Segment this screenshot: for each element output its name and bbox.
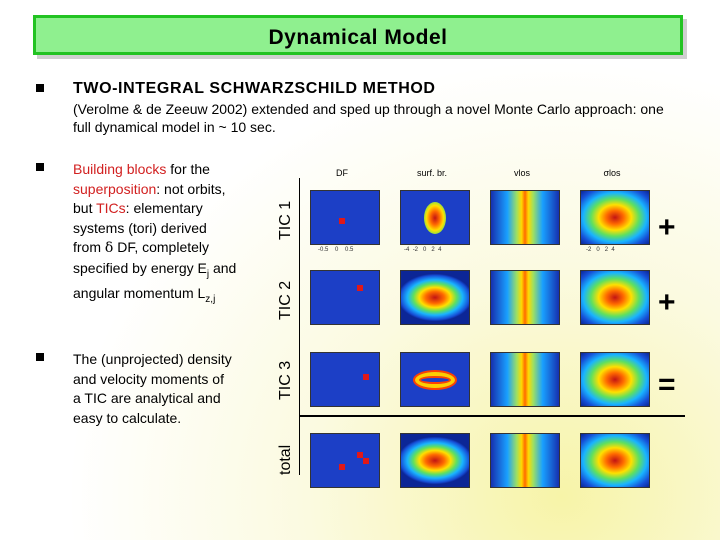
bullet-1 (36, 84, 44, 92)
panel-tic2-sigma (580, 270, 650, 325)
column-head-surface-brightness: surf. br. (416, 168, 447, 178)
tick-label: -2 (586, 247, 592, 253)
panel-total-vlos (490, 433, 560, 488)
df-point (363, 458, 369, 464)
subscript-j: j (206, 268, 210, 280)
panel-tic1-df (310, 190, 380, 245)
tick-label: 2 (604, 247, 609, 253)
df-point (357, 285, 363, 291)
row-label-total: total (277, 444, 294, 475)
plus-sign-2: + (658, 286, 676, 319)
text-span: and angular momentum L (73, 259, 237, 301)
plus-sign-1: + (658, 211, 676, 244)
tick-labels-df: -0.5 0 0.5 (318, 247, 353, 253)
df-point (363, 374, 369, 380)
tick-label: 0 (423, 247, 427, 253)
panel-tic1-surface-brightness (400, 190, 470, 245)
column-head-df: DF (336, 168, 348, 178)
equals-sign: = (658, 368, 676, 401)
total-separator-line (299, 415, 685, 417)
row-label-tic2: TIC 2 (277, 280, 294, 320)
panel-tic2-vlos (490, 270, 560, 325)
tick-label: 2 (431, 247, 435, 253)
panel-tic3-sigma (580, 352, 650, 407)
delta-symbol: δ (104, 240, 114, 256)
text-span: for the (166, 161, 210, 177)
torus-ring (415, 371, 455, 388)
panel-tic3-df (310, 352, 380, 407)
tick-label: -0.5 (318, 247, 329, 253)
row-label-tic3: TIC 3 (277, 360, 294, 400)
slide-title: Dynamical Model (268, 26, 448, 49)
tick-label: 0 (335, 247, 339, 253)
surface-brightness-blob (424, 201, 446, 234)
df-point (357, 452, 363, 458)
title-box: Dynamical Model (33, 15, 683, 55)
method-description: (Verolme & de Zeeuw 2002) extended and s… (73, 101, 664, 135)
bullet-3 (36, 353, 44, 361)
figure-axis-line (299, 178, 300, 475)
column-head-vlos: vlos (513, 168, 530, 178)
panel-total-df (310, 433, 380, 488)
tick-label: 4 (438, 247, 442, 253)
panel-tic1-vlos (490, 190, 560, 245)
highlight-tics: TICs (96, 200, 126, 216)
panel-tic3-surface-brightness (400, 352, 470, 407)
text-span: : elementary systems (tori) derived from (73, 200, 207, 255)
tick-labels-sigma: -2 0 2 4 (586, 247, 615, 253)
column-head-sigma-los: σlos (603, 168, 621, 178)
tick-label: -2 (412, 247, 419, 253)
tick-label: -4 (404, 247, 410, 253)
highlight-building-blocks: Building blocks (73, 161, 167, 177)
tick-label: 4 (611, 247, 615, 253)
row-label-tic1: TIC 1 (277, 200, 294, 240)
text-span: DF, completely specified by energy E (73, 239, 210, 276)
moments-paragraph: The (unprojected) density and velocity m… (73, 351, 232, 426)
tick-label: 0 (596, 247, 600, 253)
panel-tic1-sigma (580, 190, 650, 245)
section-heading: TWO-INTEGRAL SCHWARZSCHILD METHOD (73, 80, 436, 97)
text-span: : not orbits, but (73, 180, 226, 217)
panel-tic3-vlos (490, 352, 560, 407)
building-blocks-paragraph: Building blocks for the superposition: n… (73, 160, 238, 309)
panel-total-sigma (580, 433, 650, 488)
bullet-2 (36, 163, 44, 171)
df-point (339, 218, 345, 224)
panel-tic2-df (310, 270, 380, 325)
highlight-superposition: superposition (73, 180, 157, 197)
subscript-zj: z,j (205, 293, 216, 305)
panel-total-surface-brightness (400, 433, 470, 488)
panel-tic2-surface-brightness (400, 270, 470, 325)
df-point (339, 464, 345, 470)
tick-label: 0.5 (345, 247, 354, 253)
tick-labels-surface-brightness: -4 -2 0 2 4 (404, 247, 441, 253)
